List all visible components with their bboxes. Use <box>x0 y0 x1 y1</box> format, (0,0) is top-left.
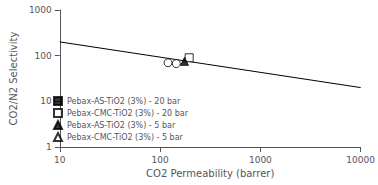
svg-text:100: 100 <box>35 51 52 61</box>
svg-text:1000: 1000 <box>29 5 52 15</box>
svg-text:1: 1 <box>46 142 52 152</box>
svg-text:Pebax-CMC-TiO2 (3%) - 20 bar: Pebax-CMC-TiO2 (3%) - 20 bar <box>67 109 189 118</box>
svg-text:10: 10 <box>54 155 66 165</box>
svg-text:100: 100 <box>152 155 169 165</box>
svg-text:Pebax-CMC-TiO2 (3%) - 5 bar: Pebax-CMC-TiO2 (3%) - 5 bar <box>67 133 184 142</box>
svg-text:Pebax-AS-TiO2 (3%) - 20 bar: Pebax-AS-TiO2 (3%) - 20 bar <box>67 97 181 106</box>
svg-text:10000: 10000 <box>346 155 375 165</box>
svg-text:10: 10 <box>40 96 52 106</box>
svg-text:Pebax-AS-TiO2 (3%) - 5 bar: Pebax-AS-TiO2 (3%) - 5 bar <box>67 121 176 130</box>
svg-text:CO2/N2 Selectivity: CO2/N2 Selectivity <box>8 32 19 126</box>
svg-text:1000: 1000 <box>249 155 272 165</box>
svg-text:CO2 Permeability (barrer): CO2 Permeability (barrer) <box>146 168 274 179</box>
